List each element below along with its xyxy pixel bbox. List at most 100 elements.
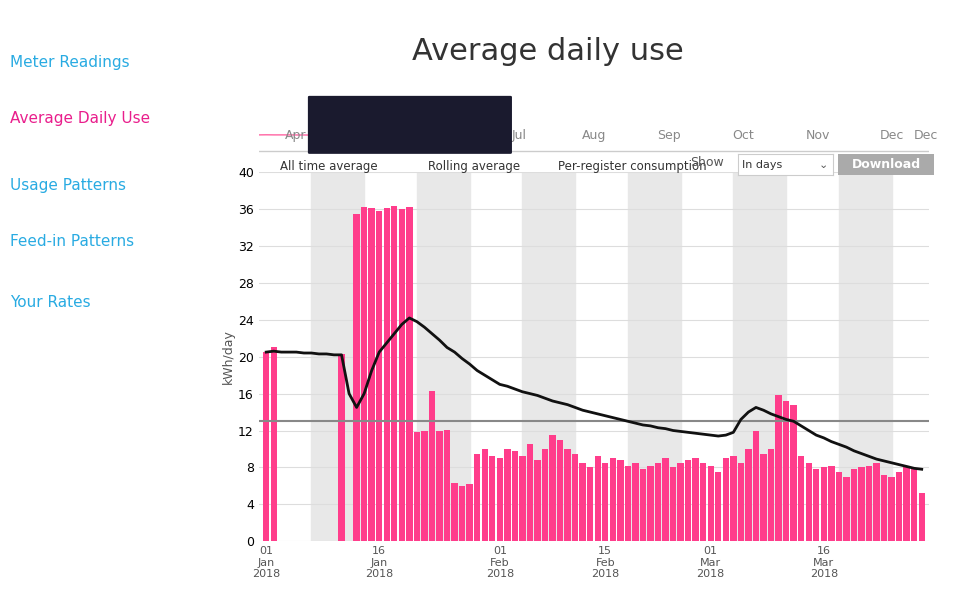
Text: Dec: Dec	[913, 129, 938, 142]
Bar	[263, 352, 269, 541]
Bar	[648, 466, 653, 541]
Bar	[738, 463, 744, 541]
Text: Nov: Nov	[806, 129, 830, 142]
Bar	[391, 207, 398, 541]
Bar	[361, 207, 367, 541]
Bar	[880, 475, 887, 541]
Bar	[311, 172, 364, 541]
Text: Jun: Jun	[435, 129, 455, 142]
Text: Apr: Apr	[285, 129, 307, 142]
Text: Show: Show	[690, 156, 723, 170]
Bar	[496, 458, 503, 541]
Bar	[422, 430, 427, 541]
Text: ⌄: ⌄	[819, 159, 829, 170]
Bar	[504, 449, 511, 541]
Bar	[911, 469, 918, 541]
Text: Average daily use: Average daily use	[412, 37, 684, 66]
Bar	[693, 458, 699, 541]
Text: Jul: Jul	[512, 129, 527, 142]
Bar	[835, 472, 842, 541]
Bar	[790, 405, 797, 541]
Bar	[512, 451, 518, 541]
Text: Meter Readings: Meter Readings	[10, 55, 129, 70]
Bar	[542, 449, 548, 541]
Bar	[406, 207, 413, 541]
Bar	[677, 463, 684, 541]
Text: Download: Download	[852, 158, 921, 171]
Bar	[851, 469, 857, 541]
Bar	[919, 493, 924, 541]
Text: Average Daily Use: Average Daily Use	[10, 111, 149, 125]
Bar	[595, 456, 601, 541]
Bar	[821, 467, 827, 541]
Bar	[417, 172, 469, 541]
Bar	[655, 463, 661, 541]
Bar	[813, 469, 819, 541]
Bar	[451, 483, 458, 541]
Bar	[414, 432, 421, 541]
Bar	[858, 467, 865, 541]
Bar	[467, 484, 473, 541]
Text: Sep: Sep	[656, 129, 680, 142]
Bar	[806, 463, 811, 541]
Bar	[572, 454, 579, 541]
Bar	[557, 440, 563, 541]
Bar	[767, 449, 774, 541]
Bar	[708, 466, 714, 541]
Text: May: May	[357, 129, 383, 142]
Bar	[734, 172, 787, 541]
Bar	[602, 463, 608, 541]
Text: Aug: Aug	[582, 129, 606, 142]
Bar	[429, 391, 435, 541]
Text: Rolling average: Rolling average	[428, 159, 520, 173]
Bar	[580, 463, 586, 541]
Bar	[839, 172, 892, 541]
Bar	[722, 458, 729, 541]
Bar	[444, 429, 450, 541]
Bar	[587, 467, 593, 541]
Bar	[903, 467, 910, 541]
Bar	[715, 472, 721, 541]
Bar	[828, 466, 834, 541]
Bar	[522, 172, 575, 541]
Text: Per-register consumption: Per-register consumption	[558, 159, 706, 173]
Bar	[617, 460, 624, 541]
Bar	[798, 456, 805, 541]
Bar	[549, 435, 556, 541]
Bar	[670, 467, 676, 541]
Bar	[376, 211, 382, 541]
Bar	[730, 456, 737, 541]
Bar	[383, 208, 390, 541]
Bar	[399, 209, 405, 541]
Y-axis label: kWh/day: kWh/day	[222, 329, 235, 384]
Bar	[685, 460, 692, 541]
Bar	[753, 430, 759, 541]
Text: In days: In days	[742, 159, 783, 170]
Bar	[519, 456, 526, 541]
Bar	[627, 172, 680, 541]
Bar	[632, 463, 639, 541]
Bar	[700, 463, 706, 541]
Text: All time average: All time average	[280, 159, 377, 173]
Text: Usage Patterns: Usage Patterns	[10, 178, 125, 193]
Bar	[625, 466, 631, 541]
Bar	[564, 449, 571, 541]
Bar	[489, 456, 495, 541]
Bar	[640, 469, 646, 541]
Bar	[896, 472, 902, 541]
Bar	[888, 477, 895, 541]
Bar	[436, 432, 443, 541]
Text: 30 Dec 2017 - 30 Mar 2018: 30 Dec 2017 - 30 Mar 2018	[845, 115, 958, 125]
Bar	[783, 401, 789, 541]
Bar	[459, 486, 466, 541]
Bar	[535, 460, 540, 541]
Text: Your Rates: Your Rates	[10, 295, 90, 310]
Bar	[354, 213, 360, 541]
Bar	[745, 449, 752, 541]
Bar	[270, 347, 277, 541]
Bar	[369, 208, 375, 541]
Bar	[843, 477, 850, 541]
Text: Feed-in Patterns: Feed-in Patterns	[10, 234, 134, 248]
Bar	[775, 395, 782, 541]
Bar	[874, 463, 879, 541]
